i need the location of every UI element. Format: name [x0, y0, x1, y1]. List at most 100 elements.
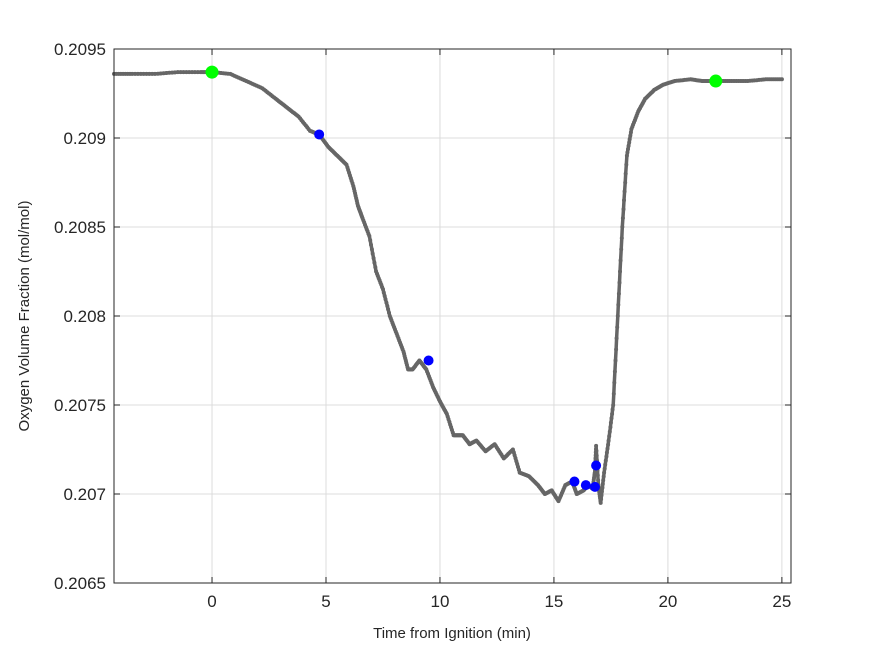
trace-point: [594, 453, 599, 458]
trace-point: [138, 71, 143, 76]
trace-point: [623, 180, 628, 185]
trace-point: [598, 500, 603, 505]
trace-point: [627, 137, 632, 142]
trace-point: [175, 70, 180, 75]
trace-point: [628, 133, 633, 138]
trace-point: [623, 171, 628, 176]
trace-point: [178, 70, 183, 75]
trace-point: [604, 454, 609, 459]
trace-point: [192, 70, 197, 75]
trace-point: [601, 478, 606, 483]
trace-point: [616, 302, 621, 307]
trace-point: [381, 290, 386, 295]
blue-marker: [423, 355, 434, 366]
trace-point: [603, 458, 608, 463]
trace-point: [594, 443, 599, 448]
trace-point: [599, 493, 604, 498]
y-tick-label: 0.2075: [54, 396, 106, 415]
y-tick-labels: 0.2065 0.207 0.2075 0.208 0.2085 0.209 0.2095: [54, 40, 106, 593]
trace-point: [130, 71, 135, 76]
trace-point: [594, 448, 599, 453]
trace-point: [601, 474, 606, 479]
trace-point: [386, 307, 391, 312]
x-tick-label: 20: [658, 592, 677, 611]
axis-ticks: [114, 48, 791, 584]
trace-point: [373, 265, 378, 270]
trace-point: [622, 189, 627, 194]
blue-marker: [580, 480, 591, 491]
blue-marker: [569, 476, 580, 487]
trace-point: [614, 336, 619, 341]
trace-point: [141, 71, 146, 76]
trace-point: [612, 369, 617, 374]
trace-point: [602, 466, 607, 471]
trace-point: [605, 446, 610, 451]
trace-point: [369, 247, 374, 252]
trace-point: [604, 450, 609, 455]
trace-point: [619, 247, 624, 252]
trace-point: [600, 482, 605, 486]
trace-point: [371, 256, 376, 261]
y-tick-label: 0.208: [63, 307, 106, 326]
trace-point: [369, 242, 373, 247]
trace-point: [625, 150, 630, 155]
trace-point: [606, 442, 611, 447]
trace-point: [608, 420, 613, 425]
trace-point: [606, 438, 611, 443]
trace-point: [383, 297, 388, 302]
green-marker: [709, 74, 723, 88]
data-series: [112, 65, 784, 505]
trace-point: [615, 314, 620, 318]
trace-point: [618, 269, 622, 274]
x-tick-label: 10: [431, 592, 450, 611]
trace-point: [614, 347, 619, 352]
trace-point: [624, 162, 629, 167]
y-tick-label: 0.209: [63, 129, 106, 148]
trace-point: [612, 380, 617, 385]
trace-point: [133, 71, 138, 76]
trace-point: [367, 233, 372, 238]
trace-point: [164, 71, 169, 75]
trace-point: [624, 153, 629, 158]
blue-marker: [591, 460, 602, 471]
y-tick-label: 0.2065: [54, 574, 106, 593]
y-tick-label: 0.2085: [54, 218, 106, 237]
trace-point: [628, 130, 633, 135]
trace-point: [184, 70, 189, 75]
trace-point: [603, 462, 608, 467]
trace-point: [602, 470, 607, 475]
trace-point: [595, 473, 600, 478]
trace-point: [607, 434, 612, 439]
trace-point: [617, 280, 622, 285]
trace-point: [610, 407, 615, 412]
trace-point: [190, 70, 195, 75]
trace-point: [596, 478, 601, 483]
trace-point: [385, 304, 390, 308]
trace-point: [372, 260, 377, 265]
trace-point: [144, 71, 149, 76]
y-tick-label: 0.2095: [54, 40, 106, 59]
trace-point: [627, 140, 632, 145]
trace-point: [619, 236, 624, 241]
trace-point: [626, 143, 631, 148]
x-axis-label: Time from Ignition (min): [373, 625, 531, 642]
green-marker: [205, 65, 219, 79]
trace-point: [779, 77, 784, 82]
trace-point: [618, 258, 623, 263]
x-tick-label: 15: [544, 592, 563, 611]
trace-point: [620, 225, 625, 229]
trace-point: [370, 251, 375, 256]
x-tick-label: 0: [207, 592, 216, 611]
trace-point: [187, 70, 192, 75]
trace-point: [621, 207, 626, 212]
trace-point: [158, 71, 163, 76]
trace-point: [150, 71, 155, 76]
trace-point: [147, 71, 152, 76]
trace-point: [195, 70, 200, 75]
trace-point: [607, 429, 612, 434]
y-tick-label: 0.207: [63, 485, 106, 504]
trace-point: [170, 70, 175, 75]
trace-point: [387, 310, 391, 315]
trace-point: [610, 411, 615, 416]
